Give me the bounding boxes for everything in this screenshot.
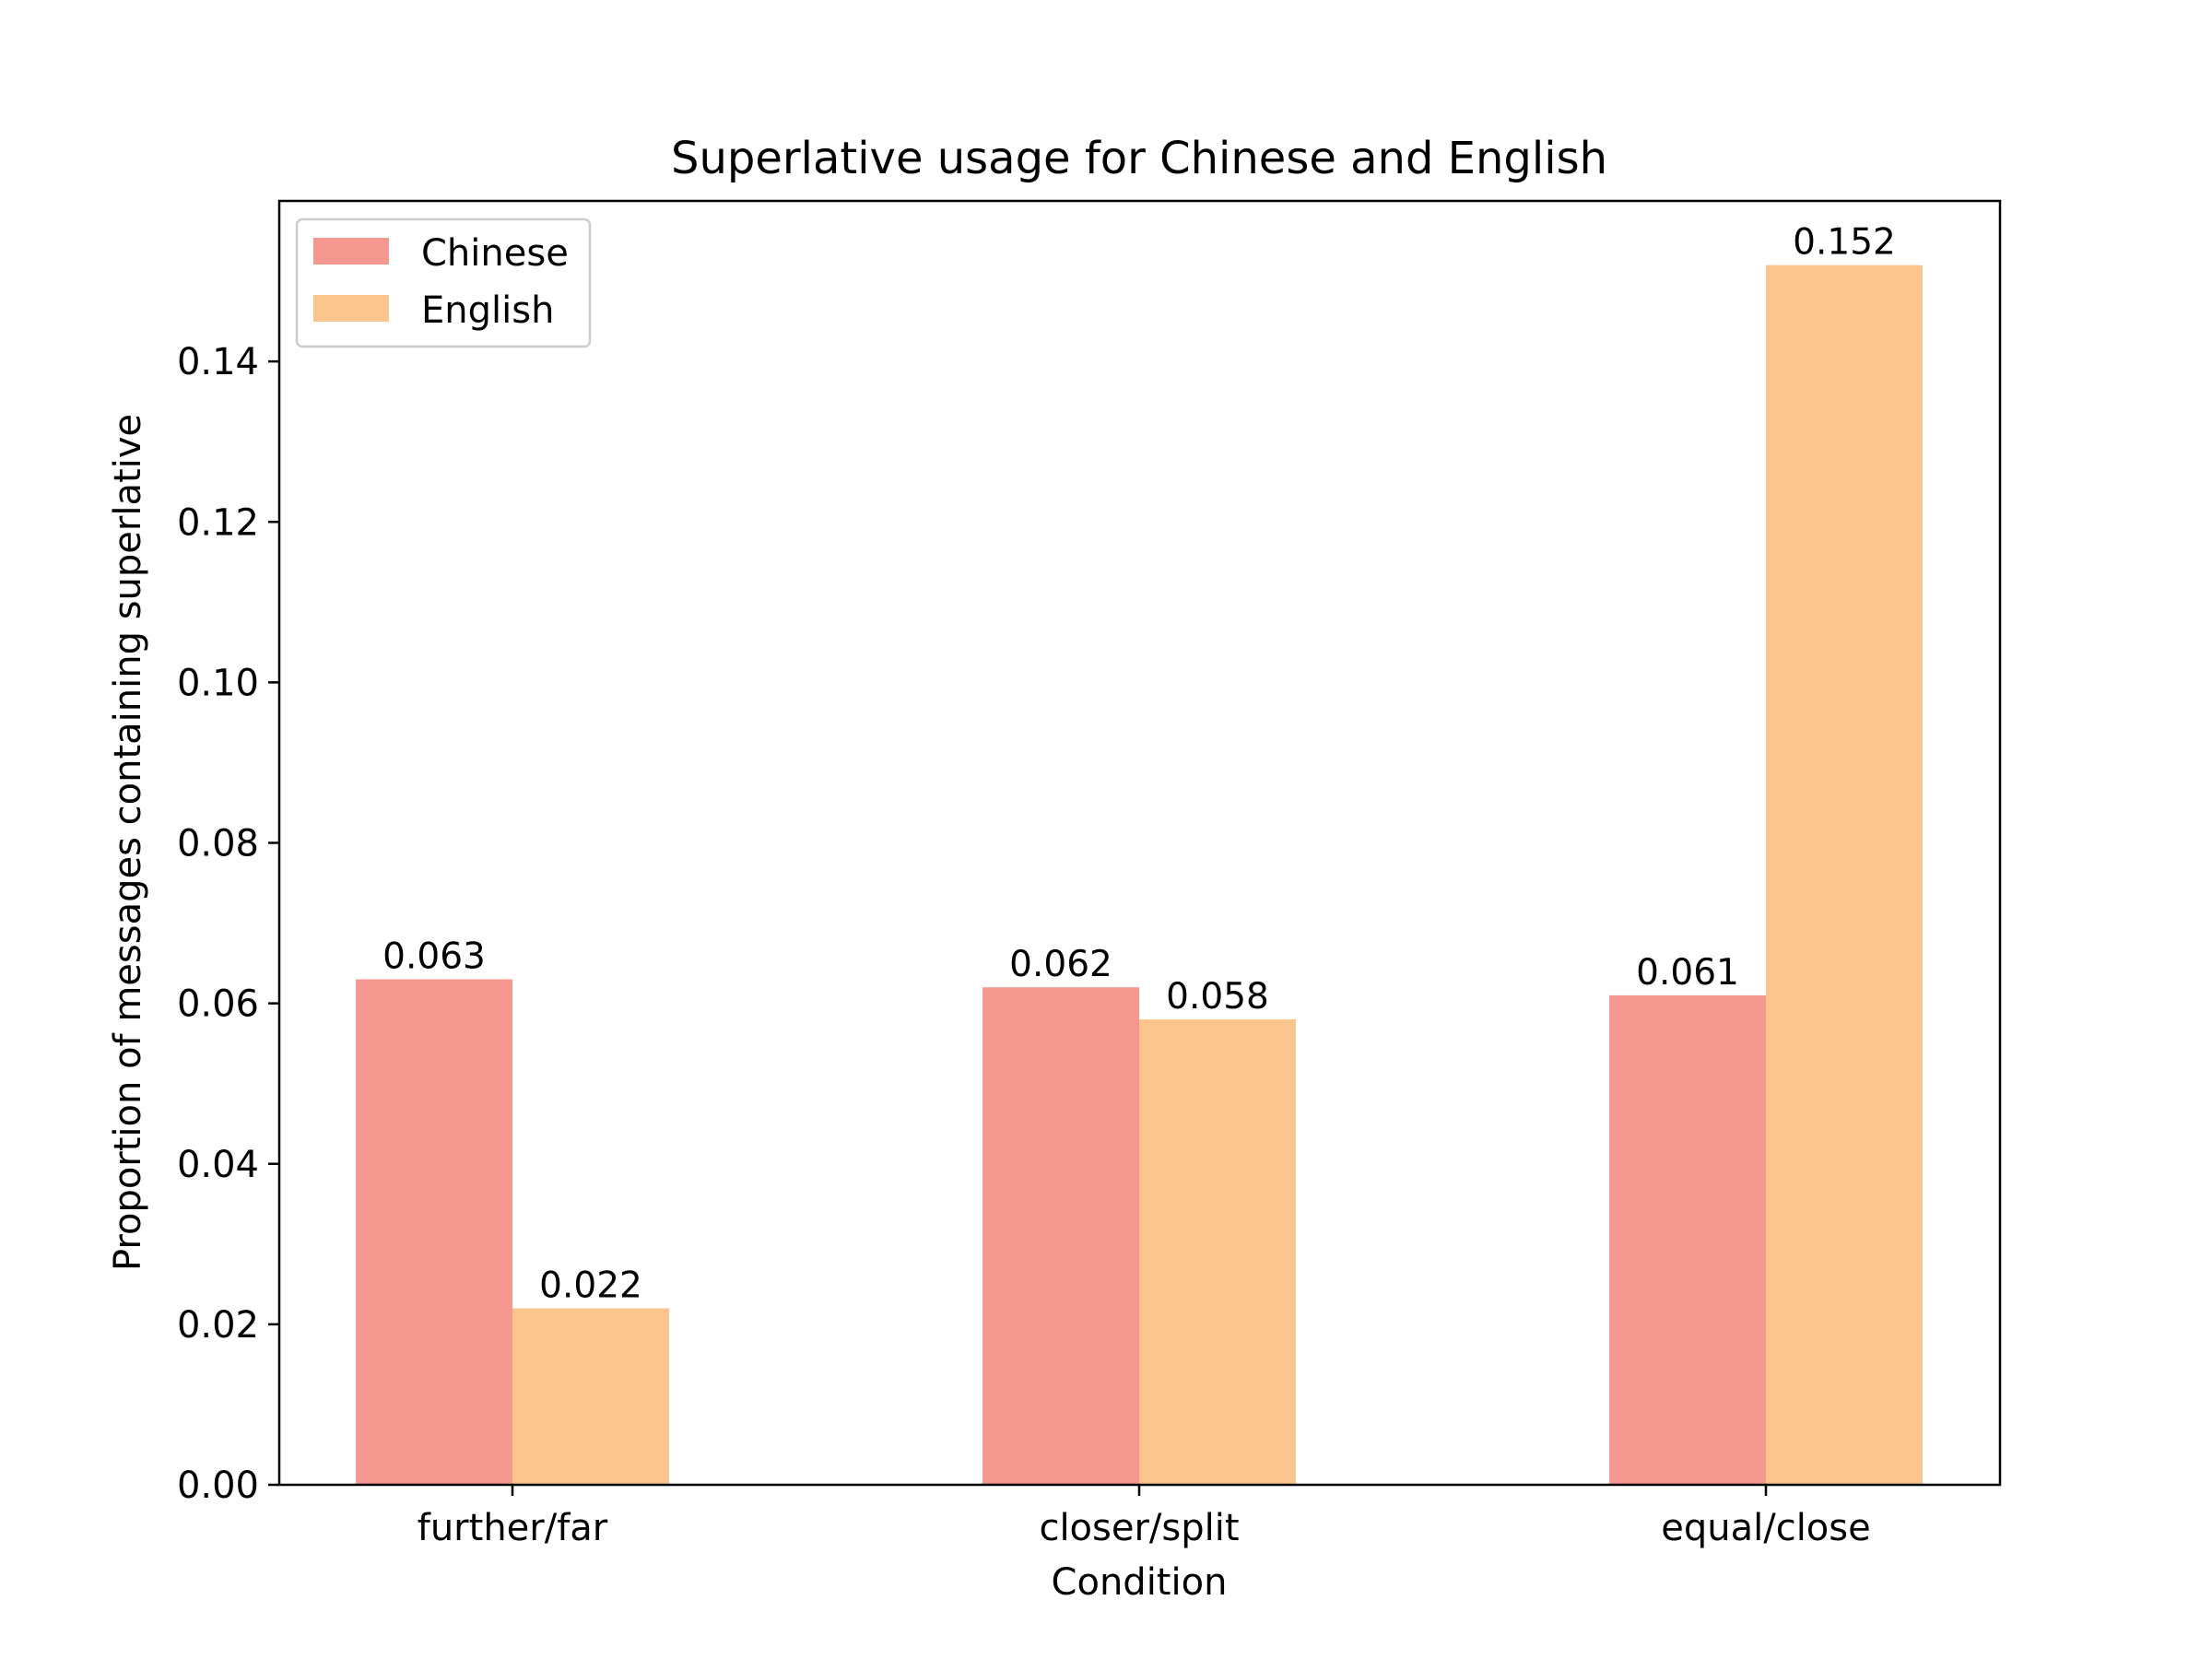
- value-label-chinese-2: 0.061: [1636, 952, 1739, 994]
- value-labels: 0.063 0.062 0.061 0.022 0.058 0.152: [382, 222, 1896, 1307]
- value-label-english-2: 0.152: [1793, 222, 1896, 264]
- bar-chinese-0: [356, 979, 512, 1485]
- value-label-english-1: 0.058: [1166, 976, 1269, 1018]
- y-tick-label: 0.06: [177, 983, 259, 1026]
- x-axis: further/far closer/split equal/close: [418, 1485, 1871, 1549]
- bars: [356, 265, 1923, 1485]
- x-axis-label: Condition: [1052, 1561, 1228, 1604]
- legend-swatch-english: [313, 295, 389, 322]
- value-label-chinese-1: 0.062: [1009, 944, 1112, 985]
- y-tick-label: 0.12: [177, 501, 259, 544]
- y-tick-label: 0.04: [177, 1144, 259, 1186]
- bar-chinese-2: [1609, 994, 1766, 1485]
- bar-english-1: [1139, 1019, 1296, 1485]
- bar-english-2: [1766, 265, 1923, 1485]
- legend-swatch-chinese: [313, 238, 389, 265]
- x-tick-label: further/far: [418, 1507, 608, 1549]
- y-axis-label: Proportion of messages containing superl…: [107, 414, 149, 1271]
- value-label-chinese-0: 0.063: [382, 936, 486, 978]
- y-tick-label: 0.08: [177, 823, 259, 865]
- y-tick-label: 0.02: [177, 1304, 259, 1347]
- x-tick-label: equal/close: [1661, 1507, 1870, 1549]
- y-axis: 0.00 0.02 0.04 0.06 0.08 0.10 0.12 0.14: [177, 341, 279, 1507]
- legend-label-english: English: [421, 289, 554, 332]
- y-tick-label: 0.10: [177, 662, 259, 704]
- legend: Chinese English: [295, 218, 592, 348]
- bar-chinese-1: [982, 987, 1139, 1485]
- chart-title: Superlative usage for Chinese and Englis…: [671, 133, 1607, 184]
- y-tick-label: 0.00: [177, 1465, 259, 1507]
- legend-label-chinese: Chinese: [421, 232, 569, 275]
- value-label-english-0: 0.022: [539, 1265, 642, 1306]
- x-tick-label: closer/split: [1039, 1507, 1239, 1549]
- y-tick-label: 0.14: [177, 341, 259, 383]
- bar-english-0: [512, 1308, 669, 1485]
